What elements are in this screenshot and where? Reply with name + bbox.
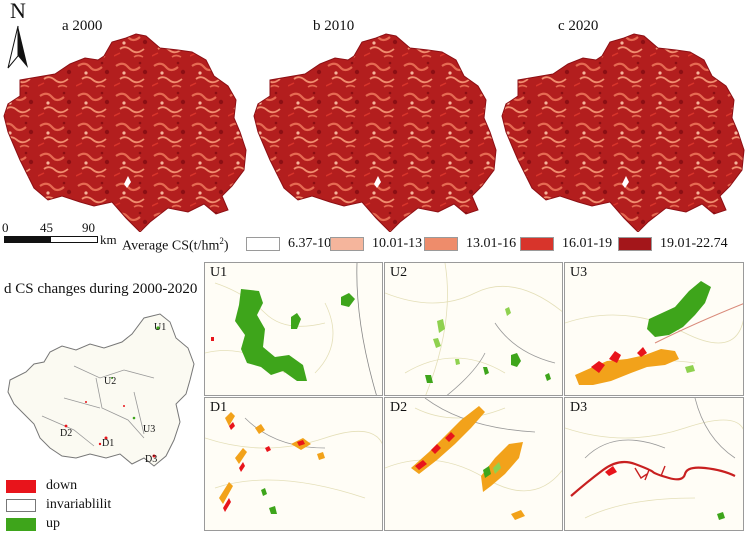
scale-tick-90: 90: [82, 220, 95, 235]
legend-swatch-4: [520, 237, 554, 251]
panel-label-u3: U3: [570, 265, 588, 280]
change-key-up-label: up: [46, 516, 60, 531]
change-key-up: up: [6, 516, 60, 532]
panel-label-u1: U1: [210, 265, 228, 280]
legend-class-1: 6.37-10: [246, 236, 331, 252]
legend-swatch-1: [246, 237, 280, 251]
panel-u1-map: [205, 263, 377, 395]
panel-label-d2: D2: [390, 400, 408, 415]
panel-u2: U2: [384, 262, 563, 396]
scale-tick-0: 0: [2, 220, 9, 235]
legend-swatch-3: [424, 237, 458, 251]
north-arrow-icon: [7, 25, 28, 69]
legend-swatch-5: [618, 237, 652, 251]
panel-label-d1: D1: [210, 400, 228, 415]
map-2000: [3, 33, 247, 232]
map-title-2000: a 2000: [62, 18, 103, 34]
scale-bar-segments: [4, 236, 98, 243]
change-overview-map: [7, 313, 195, 467]
site-label-u1: U1: [154, 322, 167, 333]
panel-d1: D1: [204, 397, 383, 531]
panel-label-d3: D3: [570, 400, 588, 415]
map-2010: [253, 33, 497, 232]
legend-label-5: 19.01-22.74: [660, 236, 728, 251]
change-key-invariable-swatch: [6, 498, 36, 512]
map-title-2010: b 2010: [313, 18, 355, 34]
legend-class-2: 10.01-13: [330, 236, 422, 252]
site-label-u2: U2: [104, 376, 117, 387]
legend-label-1: 6.37-10: [288, 236, 332, 251]
site-label-u3: U3: [143, 424, 156, 435]
scale-unit: km: [100, 232, 117, 247]
panel-u1: U1: [204, 262, 383, 396]
change-key-invariable-label: invariablilit: [46, 497, 112, 512]
map-2020: [501, 33, 745, 232]
legend-label-2: 10.01-13: [372, 236, 423, 251]
carbon-storage-maps: [3, 25, 745, 232]
scale-tick-45: 45: [40, 220, 53, 235]
north-arrow-label: N: [10, 0, 26, 23]
legend-class-5: 19.01-22.74: [618, 236, 728, 252]
map-title-2020: c 2020: [558, 18, 599, 34]
change-map-title: d CS changes during 2000-2020: [4, 281, 198, 297]
site-label-d2: D2: [60, 428, 73, 439]
change-key-invariable: invariablilit: [6, 497, 111, 513]
panel-d3-map: [565, 398, 743, 520]
change-key-down: down: [6, 478, 77, 494]
change-key-up-swatch: [6, 517, 36, 531]
panel-d2: D2: [384, 397, 563, 531]
legend-label-4: 16.01-19: [562, 236, 613, 251]
panel-u2-map: [385, 263, 562, 395]
panel-d1-map: [205, 412, 382, 514]
legend-swatch-2: [330, 237, 364, 251]
legend-class-4: 16.01-19: [520, 236, 612, 252]
panel-d3: D3: [564, 397, 744, 531]
change-key-down-label: down: [46, 478, 78, 493]
legend-title: Average CS(t/hm2): [122, 236, 229, 254]
site-label-d3: D3: [145, 454, 158, 465]
panel-label-u2: U2: [390, 265, 408, 280]
site-label-d1: D1: [102, 438, 115, 449]
scale-bar: 0 45 90 km: [2, 220, 162, 247]
panel-u3: U3: [564, 262, 744, 396]
legend-label-3: 13.01-16: [466, 236, 517, 251]
change-key-down-swatch: [6, 479, 36, 493]
panel-u3-map: [565, 281, 743, 385]
legend-class-3: 13.01-16: [424, 236, 516, 252]
panel-d2-map: [385, 398, 562, 520]
